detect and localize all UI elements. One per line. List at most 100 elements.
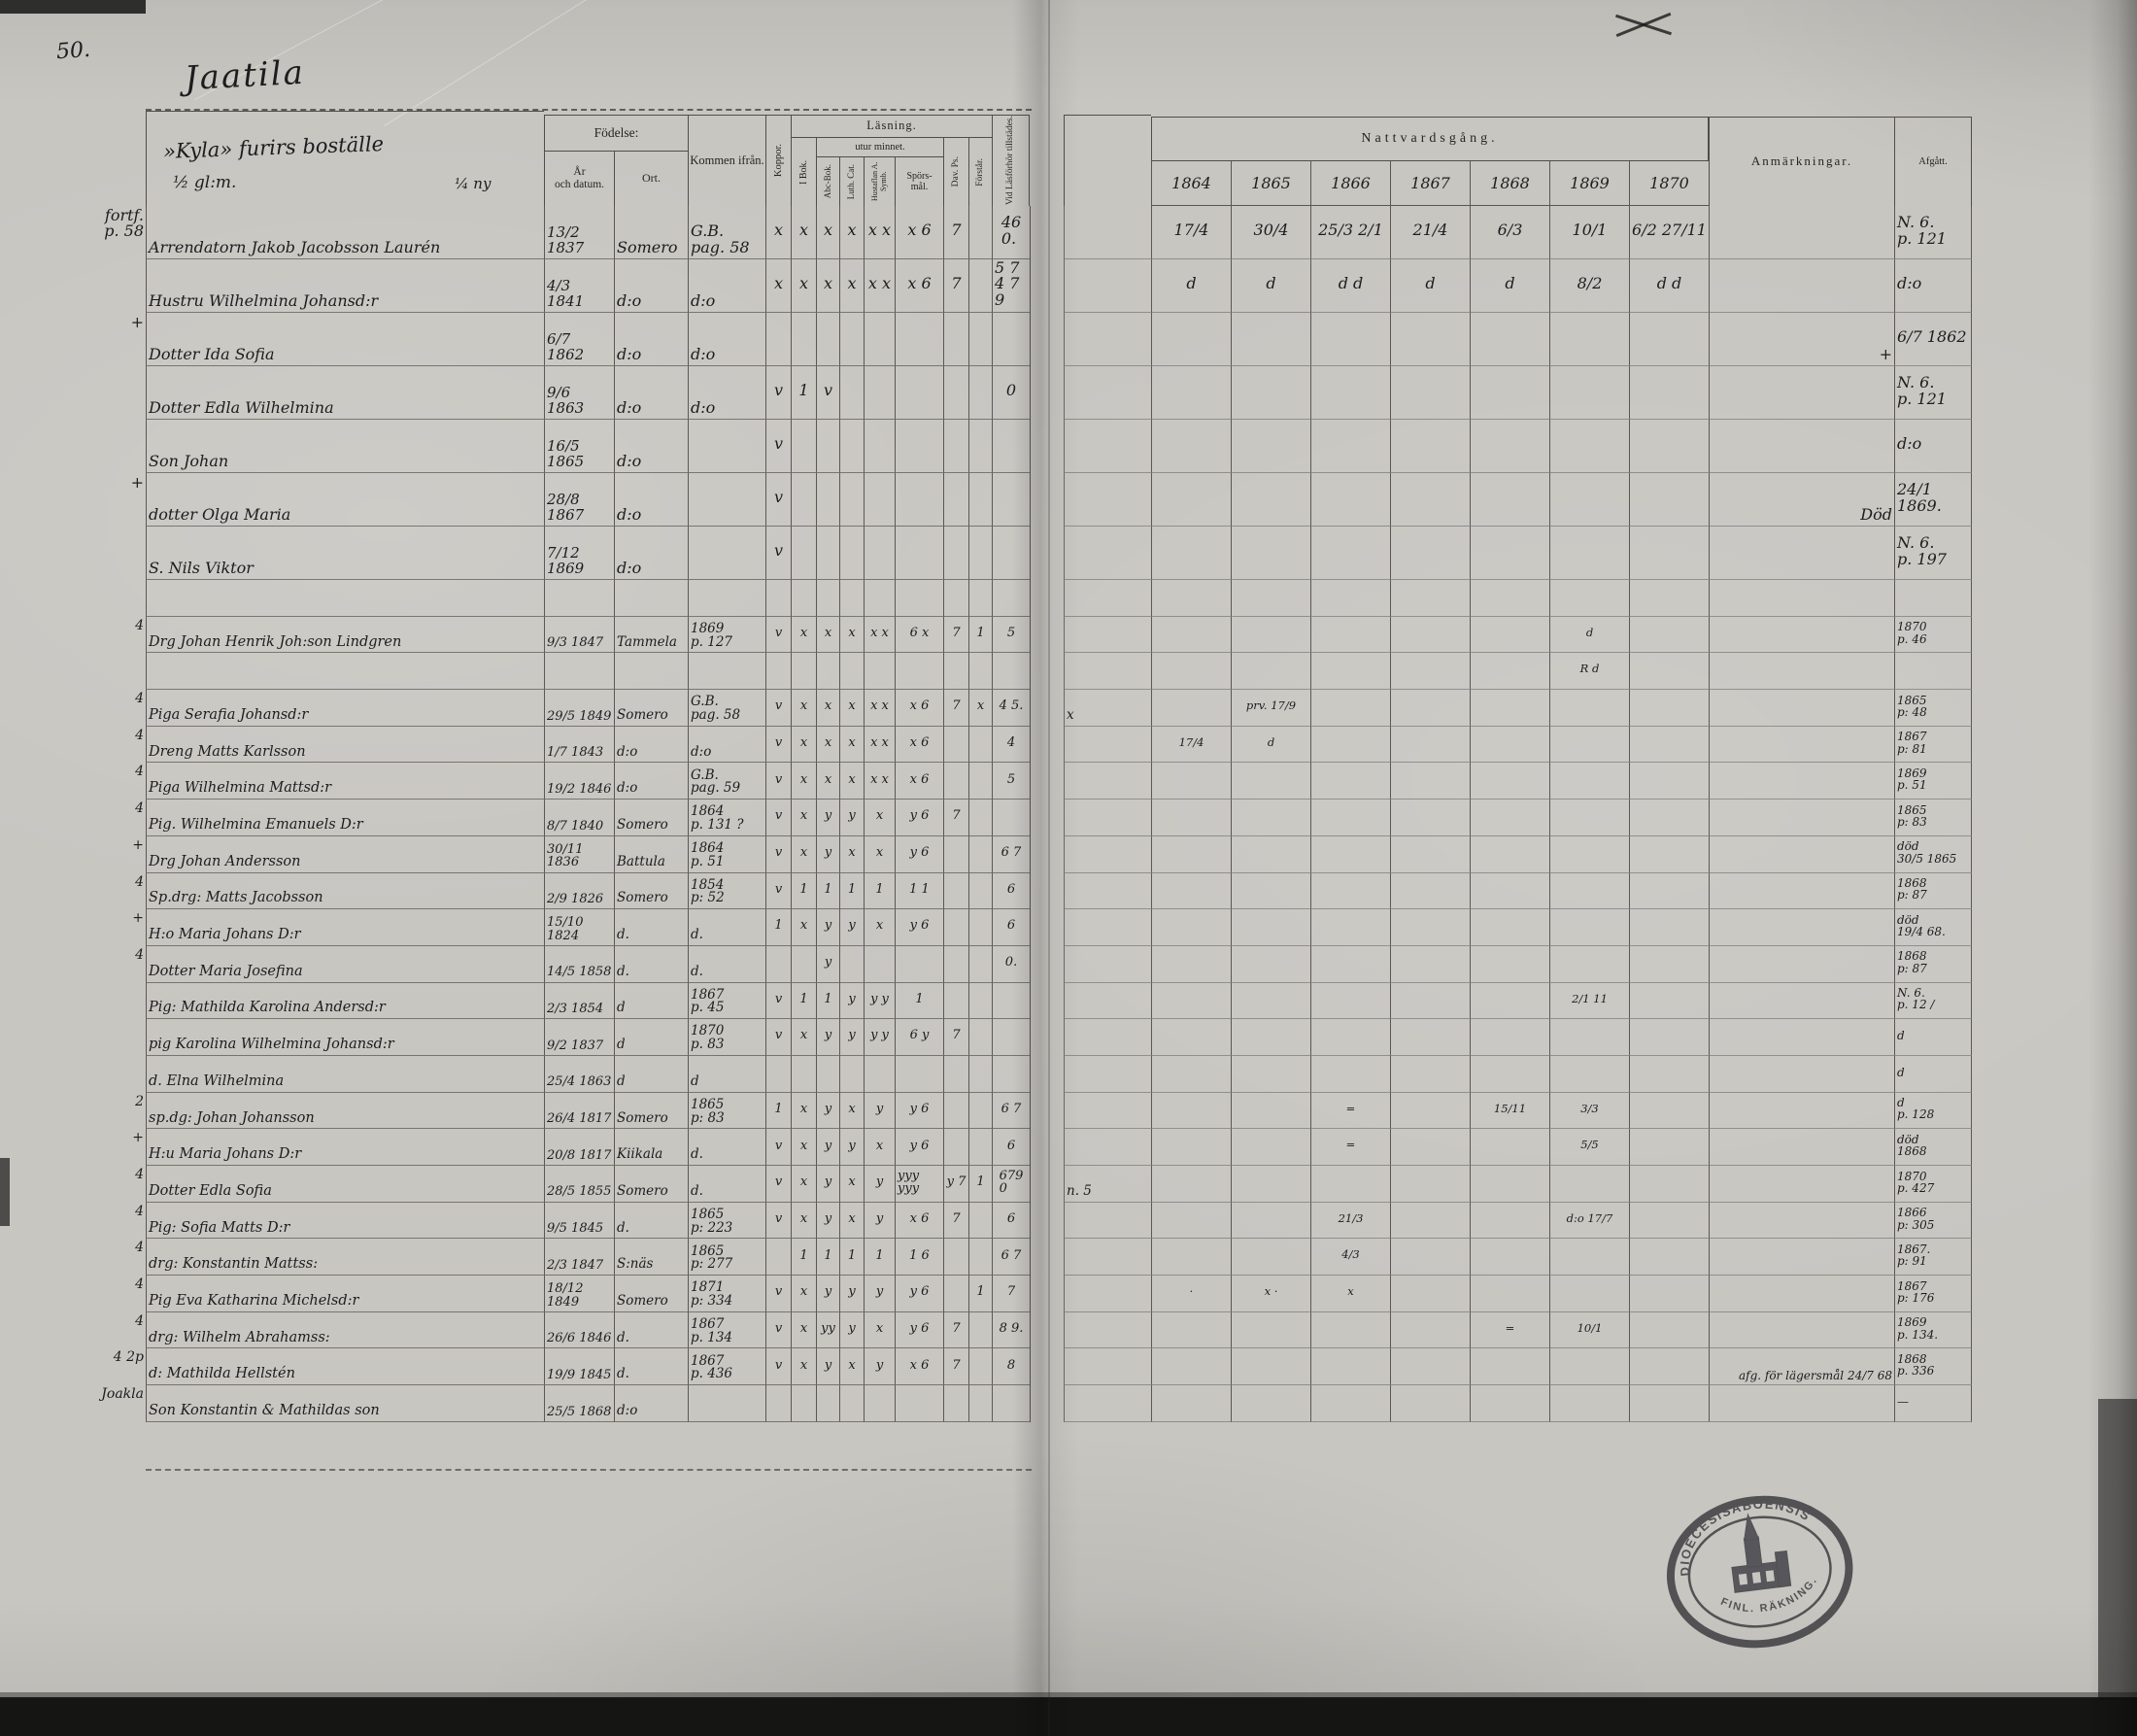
communion-1864 <box>1151 945 1231 983</box>
mark-abc-book: v <box>816 366 839 420</box>
departed: 1867 p: 176 <box>1894 1276 1972 1312</box>
margin-note: 4 <box>135 764 144 780</box>
communion-1864 <box>1151 1239 1231 1276</box>
communion-1864 <box>1151 872 1231 910</box>
communion-1870 <box>1629 1055 1709 1093</box>
communion-1869 <box>1549 800 1629 836</box>
year-header-1866: 1866 <box>1310 161 1390 206</box>
mark-present: 4 5. <box>992 690 1030 727</box>
mark-abc-book: y <box>816 1129 839 1166</box>
communion-1870 <box>1629 313 1709 366</box>
mark-abc-book: 1 <box>816 982 839 1020</box>
came-from <box>688 580 765 617</box>
person-name: Son Konstantin & Mathildas son <box>146 1385 544 1422</box>
diocese-stamp: DIOECESISABOENSIS FINL. RÄKNING. <box>1653 1475 1868 1673</box>
person-name: Pig Eva Katharina Michelsd:r <box>146 1276 544 1312</box>
birth-place: d <box>614 1019 688 1056</box>
mark-in-book: x <box>791 800 816 836</box>
remark <box>1709 800 1894 836</box>
mark-luther-catechism: x <box>839 726 864 764</box>
column-header-understands: Förstår. <box>968 138 992 206</box>
mark-understands <box>968 872 992 910</box>
communion-1870 <box>1629 580 1709 617</box>
mark-hustavla: x <box>864 800 895 836</box>
birth-date: 2/9 1826 <box>544 872 614 910</box>
margin-note: + <box>132 910 144 927</box>
communion-1867 <box>1390 1311 1470 1349</box>
birth-date: 8/7 1840 <box>544 800 614 836</box>
departed: N. 6. p. 197 <box>1894 527 1972 580</box>
birth-place: d. <box>614 945 688 983</box>
communion-1867 <box>1390 872 1470 910</box>
departed: 24/1 1869. <box>1894 473 1972 527</box>
mark-smallpox: v <box>765 690 791 727</box>
mark-present <box>992 800 1030 836</box>
mark-in-book: x <box>791 1166 816 1203</box>
mark-present <box>992 527 1030 580</box>
mark-abc-book: 1 <box>816 872 839 910</box>
person-name: Drg Johan Henrik Joh:son Lindgren <box>146 616 544 654</box>
ledger-row: + H:u Maria Johans D:r 20/8 1817 Kiikala… <box>85 1129 1972 1166</box>
communion-1865 <box>1231 1239 1310 1276</box>
fold-gap-cell <box>1030 1202 1064 1240</box>
communion-1870: 6/2 27/11 <box>1629 206 1709 259</box>
person-name: Dotter Edla Wilhelmina <box>146 366 544 420</box>
margin-note <box>85 420 146 473</box>
lead-cell: x <box>1064 690 1151 727</box>
communion-1864 <box>1151 1311 1231 1349</box>
person-name: Pig. Wilhelmina Emanuels D:r <box>146 800 544 836</box>
mark-luther-catechism: x <box>839 1166 864 1203</box>
ledger-row: 4 Sp.drg: Matts Jacobsson 2/9 1826 Somer… <box>85 872 1972 910</box>
mark-luther-catechism: x <box>839 616 864 654</box>
lead-cell <box>1064 473 1151 527</box>
mark-in-book: x <box>791 1202 816 1240</box>
communion-1867 <box>1390 1055 1470 1093</box>
communion-1864 <box>1151 800 1231 836</box>
mark-davids-psalms: 7 <box>943 1348 968 1386</box>
communion-1867 <box>1390 616 1470 654</box>
departed: d <box>1894 1055 1972 1093</box>
mark-questions <box>895 653 943 691</box>
ledger-row: 2 sp.dg: Johan Johansson 26/4 1817 Somer… <box>85 1092 1972 1130</box>
communion-1864 <box>1151 366 1231 420</box>
communion-1869 <box>1549 1276 1629 1312</box>
communion-1865 <box>1231 580 1310 617</box>
departed: N. 6. p. 121 <box>1894 206 1972 259</box>
communion-1870 <box>1629 1276 1709 1312</box>
came-from: G.B. pag. 58 <box>688 690 765 727</box>
remark <box>1709 259 1894 313</box>
communion-1868 <box>1470 653 1549 691</box>
departed: 1866 p: 305 <box>1894 1202 1972 1240</box>
mark-hustavla: x x <box>864 616 895 654</box>
birth-place: d:o <box>614 366 688 420</box>
ledger-row: + H:o Maria Johans D:r 15/10 1824 d. d. … <box>85 909 1972 946</box>
mark-abc-book: x <box>816 259 839 313</box>
came-from: 1864 p. 51 <box>688 835 765 873</box>
birth-date: 16/5 1865 <box>544 420 614 473</box>
mark-smallpox <box>765 653 791 691</box>
mark-questions: y 6 <box>895 909 943 946</box>
remark <box>1709 1276 1894 1312</box>
mark-questions: y 6 <box>895 1276 943 1312</box>
communion-1868 <box>1470 313 1549 366</box>
column-header-questions: Spörs- mål. <box>895 157 943 206</box>
person-name: Pig: Mathilda Karolina Andersd:r <box>146 982 544 1020</box>
fold-gap-cell <box>1030 1055 1064 1093</box>
mark-smallpox: v <box>765 1348 791 1386</box>
communion-1867 <box>1390 1239 1470 1276</box>
mark-in-book: x <box>791 1311 816 1349</box>
mark-understands: 1 <box>968 1276 992 1312</box>
came-from: 1864 p. 131 ? <box>688 800 765 836</box>
communion-1869 <box>1549 872 1629 910</box>
person-name: Son Johan <box>146 420 544 473</box>
mark-smallpox: v <box>765 763 791 800</box>
mark-understands: x <box>968 690 992 727</box>
communion-1869 <box>1549 1385 1629 1422</box>
communion-1870 <box>1629 420 1709 473</box>
column-header-by-heart: utur minnet. <box>816 138 943 157</box>
communion-1868 <box>1470 473 1549 527</box>
communion-1869 <box>1549 909 1629 946</box>
mark-hustavla: y y <box>864 982 895 1020</box>
ledger-row: + Dotter Ida Sofia 6/7 1862 d:o d:o <box>85 313 1972 366</box>
communion-1866 <box>1310 763 1390 800</box>
